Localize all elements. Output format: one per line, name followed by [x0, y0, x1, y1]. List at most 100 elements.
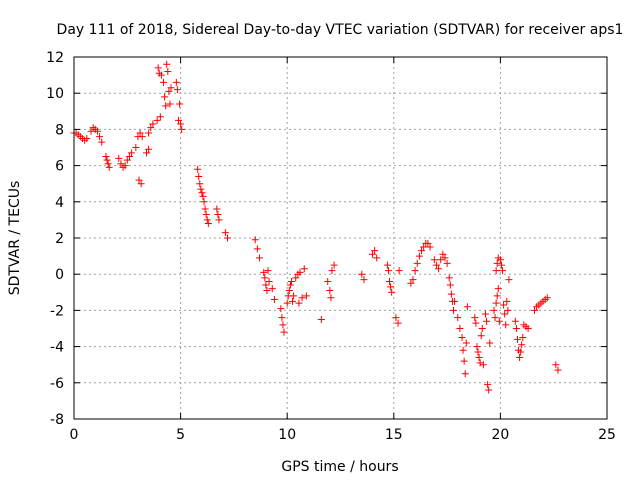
data-point — [413, 259, 421, 267]
data-point — [473, 343, 481, 351]
data-point — [161, 93, 169, 101]
data-point — [265, 277, 273, 285]
data-point — [145, 145, 153, 153]
data-point — [500, 301, 508, 309]
y-tick-label: 8 — [55, 122, 64, 138]
data-point — [263, 286, 271, 294]
data-point — [495, 317, 503, 325]
x-tick-label: 10 — [278, 427, 296, 443]
data-point — [145, 129, 153, 137]
data-point — [125, 153, 133, 161]
data-point — [543, 294, 551, 302]
data-point — [513, 335, 521, 343]
data-point — [283, 299, 291, 307]
data-point — [137, 180, 145, 188]
data-point — [531, 306, 539, 314]
data-point — [204, 220, 212, 228]
data-point — [138, 133, 146, 141]
data-point — [176, 100, 184, 108]
data-point — [105, 163, 113, 171]
data-point — [463, 303, 471, 311]
data-point — [493, 292, 501, 300]
data-point — [516, 353, 524, 361]
data-point — [203, 216, 211, 224]
data-point — [477, 332, 485, 340]
data-point — [481, 310, 489, 318]
data-point — [103, 156, 111, 164]
data-point — [177, 120, 185, 128]
data-point — [486, 339, 494, 347]
data-point — [160, 78, 168, 86]
x-tick-label: 0 — [70, 427, 79, 443]
data-point — [102, 153, 110, 161]
x-tick-label: 5 — [176, 427, 185, 443]
data-point — [178, 125, 186, 133]
data-point — [262, 281, 270, 289]
data-point — [157, 71, 165, 79]
data-point — [460, 357, 468, 365]
data-point — [255, 254, 263, 262]
data-point — [201, 205, 209, 213]
data-point — [459, 346, 467, 354]
data-point — [174, 116, 182, 124]
data-point — [300, 265, 308, 273]
data-point — [394, 319, 402, 327]
data-point — [395, 267, 403, 275]
x-axis-title: GPS time / hours — [281, 459, 398, 475]
data-point — [462, 339, 470, 347]
data-point — [505, 276, 513, 284]
data-point — [196, 180, 204, 188]
data-point — [432, 261, 440, 269]
data-point — [279, 321, 287, 329]
data-point — [104, 160, 112, 168]
data-point — [87, 127, 95, 135]
data-point — [167, 84, 175, 92]
data-point — [290, 292, 298, 300]
y-tick-label: 0 — [55, 267, 64, 283]
data-point — [163, 60, 171, 68]
data-point — [153, 116, 161, 124]
data-point — [83, 134, 91, 142]
chart-title: Day 111 of 2018, Sidereal Day-to-day VTE… — [57, 22, 624, 38]
data-point — [517, 348, 525, 356]
data-point — [224, 234, 232, 242]
data-point — [358, 270, 366, 278]
y-tick-label: 4 — [55, 195, 64, 211]
data-point — [165, 87, 173, 95]
data-point — [494, 254, 502, 262]
data-point — [200, 198, 208, 206]
data-point — [221, 229, 229, 237]
y-tick-label: -8 — [50, 412, 64, 428]
data-point — [386, 277, 394, 285]
data-point — [172, 78, 180, 86]
data-point — [278, 314, 286, 322]
data-point — [260, 268, 268, 276]
data-point — [519, 334, 527, 342]
data-point — [292, 274, 300, 282]
data-point — [117, 160, 125, 168]
data-point — [330, 261, 338, 269]
data-point — [296, 268, 304, 276]
data-point — [302, 292, 310, 300]
data-point — [443, 259, 451, 267]
data-point — [437, 256, 445, 264]
data-point — [490, 306, 498, 314]
data-point — [383, 261, 391, 269]
y-axis-title: SDTVAR / TECUs — [7, 181, 23, 296]
x-tick-label: 25 — [598, 427, 616, 443]
data-point — [392, 314, 400, 322]
data-point — [251, 236, 259, 244]
data-point — [474, 348, 482, 356]
data-point — [418, 247, 426, 255]
data-point — [136, 129, 144, 137]
data-point — [502, 321, 510, 329]
data-point — [371, 247, 379, 255]
data-point — [199, 192, 207, 200]
data-point — [286, 281, 294, 289]
data-point — [499, 267, 507, 275]
data-point — [327, 294, 335, 302]
data-point — [461, 370, 469, 378]
data-point — [326, 286, 334, 294]
data-point — [493, 259, 501, 267]
y-tick-label: -6 — [50, 376, 64, 392]
